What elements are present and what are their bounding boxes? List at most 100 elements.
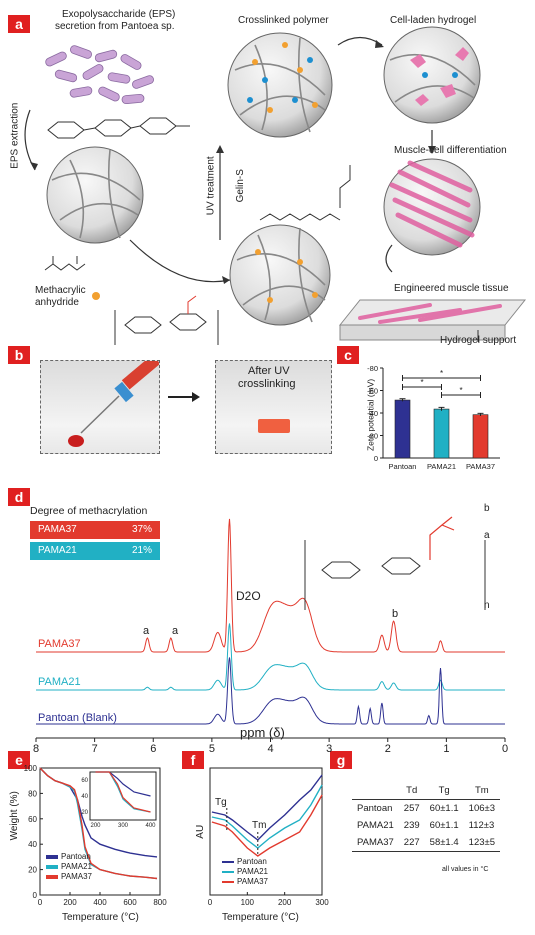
dsc-legend: Pantoan PAMA21 PAMA37 — [222, 857, 268, 887]
peak-label-a1: a — [143, 625, 150, 637]
tga-inset-x-tick-label: 300 — [118, 823, 129, 829]
eps-title-line2: secretion from Pantoea sp. — [55, 21, 175, 32]
panel-label-g: g — [330, 751, 352, 769]
tga-x-tick-label: 600 — [123, 898, 137, 907]
tga-y-tick-label: 40 — [28, 840, 37, 849]
tga-inset-x-tick-label: 200 — [90, 823, 101, 829]
table-cell: 60±1.1 — [429, 820, 459, 831]
significance-star: * — [440, 369, 443, 378]
table-header-cell — [352, 782, 399, 800]
tga-y-tick-label: 0 — [33, 891, 38, 900]
tga-inset-y-tick-label: 20 — [81, 810, 88, 816]
panel-label-b: b — [8, 346, 30, 364]
tga-inset-y-tick-label: 60 — [81, 778, 88, 784]
nmr-trace — [36, 657, 505, 725]
crosslinked-polymer-label: Crosslinked polymer — [238, 15, 329, 26]
peak-label-a2: a — [172, 625, 179, 637]
dsc-legend-pama37: PAMA37 — [222, 877, 268, 887]
after-uv-line2: crosslinking — [238, 378, 296, 390]
nmr-x-tick-label: 0 — [502, 743, 508, 755]
table-footnote: all values in °C — [442, 866, 489, 873]
engineered-tissue-label: Engineered muscle tissue — [394, 283, 509, 294]
nmr-xlabel: ppm (δ) — [240, 725, 285, 740]
methacrylate-group — [429, 516, 455, 560]
syringe-droplet-illustration — [68, 361, 159, 447]
peak-label-b: b — [392, 608, 399, 620]
panel-label-e: e — [8, 751, 30, 769]
panel-label-c: c — [337, 346, 359, 364]
dsc-series-line — [211, 794, 323, 857]
muscle-sphere — [383, 158, 481, 256]
muscle-differentiation-label: Muscle-cell differentiation — [394, 145, 507, 156]
cell-laden-sphere — [383, 26, 481, 124]
tga-inset-y-tick-label: 40 — [81, 794, 88, 800]
hydrogel-support-label: Hydrogel support — [440, 335, 517, 346]
tga-x-tick-label: 400 — [93, 898, 107, 907]
methacrylate-marker — [92, 292, 100, 300]
struct-label-b: b — [484, 503, 490, 514]
dsc-x-tick-label: 0 — [208, 898, 213, 907]
polysaccharide-structure — [47, 117, 190, 139]
dsc-x-tick-label: 200 — [278, 898, 292, 907]
after-uv-line1: After UV — [248, 365, 290, 377]
legend-row-pama21-name: PAMA21 — [38, 545, 77, 557]
struct-label-a: a — [484, 530, 490, 541]
nmr-x-tick-label: 5 — [209, 743, 215, 755]
zeta-y-tick-label: -40 — [367, 409, 378, 418]
tga-y-tick-label: 100 — [24, 764, 38, 773]
methacrylic-label-2: anhydride — [35, 297, 79, 308]
legend-row-pama37: PAMA37 37% — [30, 521, 160, 540]
dsc-tg-label: Tg — [215, 797, 227, 808]
table-cell: PAMA21 — [357, 820, 394, 831]
table-cell: 227 — [398, 834, 425, 852]
dsc-plot-frame — [209, 767, 323, 896]
legend-row-pama21-value: 21% — [131, 545, 152, 557]
nmr-x-tick-label: 4 — [267, 743, 273, 755]
dsc-x-tick-label: 100 — [241, 898, 255, 907]
hydrogel-block — [258, 419, 290, 433]
nmr-x-tick-label: 1 — [443, 743, 449, 755]
trace-label-pama21: PAMA21 — [38, 676, 81, 688]
tga-y-tick-label: 60 — [28, 815, 37, 824]
nmr-x-tick-label: 6 — [150, 743, 156, 755]
table-row: Pantoan 257 60±1.1 106±3 — [352, 800, 500, 818]
table-cell: 112±3 — [468, 820, 495, 831]
eps-sphere — [46, 146, 144, 244]
table-cell: Pantoan — [357, 803, 393, 814]
dsc-tm-label: Tm — [252, 820, 267, 831]
zeta-category-label: PAMA37 — [466, 462, 495, 471]
significance-star: * — [459, 386, 462, 395]
legend-row-pama21: PAMA21 21% — [30, 542, 160, 561]
thermal-properties-table: Td Tg Tm Pantoan 257 60±1.1 106±3 PAMA21… — [352, 782, 501, 852]
struct-label-n: n — [484, 600, 490, 611]
nmr-trace — [36, 518, 505, 653]
nmr-x-tick-label: 8 — [33, 743, 39, 755]
pama-structure — [114, 295, 219, 345]
pama-repeat-unit-structure — [304, 540, 486, 610]
tga-x-tick-label: 200 — [63, 898, 77, 907]
tga-y-tick-label: 20 — [28, 866, 37, 875]
table-header-row: Td Tg Tm — [352, 782, 501, 800]
dsc-legend-pantoan: Pantoan — [222, 857, 268, 867]
legend-row-pama37-name: PAMA37 — [38, 524, 77, 536]
engineered-tissue-slab — [338, 299, 527, 341]
table-header-cell: Tg — [424, 782, 464, 800]
pama-sphere — [229, 224, 331, 326]
tga-x-tick-label: 0 — [38, 898, 43, 907]
methacrylation-legend: Degree of methacrylation PAMA37 37% PAMA… — [30, 505, 160, 561]
methacrylic-label-1: Methacrylic — [35, 285, 86, 296]
panel-label-a: a — [8, 15, 30, 33]
photo-before-crosslinking — [40, 360, 160, 454]
tga-x-tick-label: 800 — [153, 898, 167, 907]
photo-after-crosslinking — [215, 360, 332, 454]
significance-star: * — [420, 378, 423, 387]
table-cell: 123±5 — [463, 834, 501, 852]
table-cell: PAMA37 — [352, 834, 399, 852]
table-row: PAMA21 239 60±1.1 112±3 — [352, 817, 500, 834]
gelin-s-structure — [259, 165, 351, 221]
dsc-series-line — [211, 774, 323, 841]
